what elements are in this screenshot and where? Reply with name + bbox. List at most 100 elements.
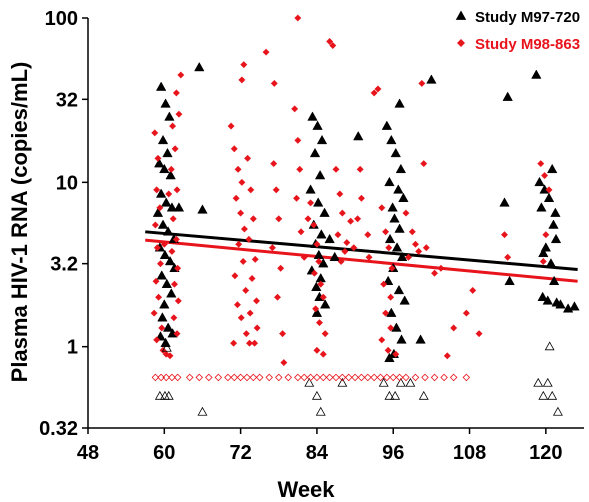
data-point [304,377,315,387]
data-point [162,226,174,236]
data-point [175,110,183,118]
data-point [389,213,400,223]
data-point [450,324,458,332]
data-point [249,215,257,223]
data-point [383,373,391,382]
data-point [270,79,278,87]
data-point [265,373,273,382]
data-point [232,194,240,202]
data-point [194,61,205,72]
data-point [154,390,165,400]
data-point [155,188,167,198]
data-point [238,178,246,186]
data-point [318,258,329,268]
x-axis-label: Week [277,477,335,502]
x-tick-label: 84 [306,442,329,464]
data-point [307,199,315,207]
data-point [430,373,439,382]
data-point [469,286,477,294]
data-point [395,373,404,382]
data-point [305,184,316,194]
axes [87,18,584,429]
data-points [150,14,580,416]
data-point [315,319,323,327]
data-point [151,373,160,382]
data-point [504,275,515,286]
data-point [156,270,167,280]
data-point [165,190,173,198]
data-point [351,373,359,382]
x-tick-label: 120 [529,442,562,464]
data-point [166,288,177,298]
data-point [384,233,396,244]
data-point [312,305,320,313]
data-point [237,209,245,217]
y-tick-label: 32 [56,89,78,111]
data-point [336,190,344,198]
x-tick-label: 72 [229,442,251,464]
data-point [161,278,173,288]
data-point [307,111,318,121]
data-point [315,406,326,416]
data-point [251,339,259,347]
data-point [385,244,393,252]
data-point [317,280,325,288]
data-point [316,134,328,145]
data-point [160,98,171,108]
data-point [396,251,408,262]
data-point [156,260,165,268]
data-point [197,204,208,214]
data-point [152,207,164,217]
data-point [399,295,410,305]
legend-label-m97-720: Study M97-720 [475,9,580,26]
data-point [230,339,238,347]
trend-line [145,238,578,283]
data-point [350,244,358,252]
data-point [550,207,561,217]
data-point [394,98,405,108]
data-point [151,221,159,229]
data-point [310,221,318,229]
data-point [547,390,558,400]
data-point [169,122,177,130]
data-point [170,314,178,322]
data-point [244,154,252,162]
data-point [247,186,255,194]
data-point [239,257,247,265]
data-point [364,373,372,382]
data-point [475,330,483,338]
y-axis-ticks: 0.32 1 3.2 10 32 100 [39,8,88,440]
data-point [382,228,390,236]
data-point [421,373,429,382]
data-point [270,160,278,168]
data-point [384,390,395,400]
data-point [268,244,276,252]
data-point [185,373,194,382]
data-point [462,373,471,382]
data-point [338,209,346,217]
data-point [151,129,159,137]
data-point [161,342,172,352]
data-point [224,373,232,382]
data-point [174,297,182,305]
data-point [314,170,326,180]
y-tick-label: 100 [45,8,78,30]
data-point [313,373,321,382]
data-point [277,264,285,272]
y-tick-label: 0.32 [39,418,78,440]
data-point [158,324,166,332]
data-point [415,247,423,255]
data-point [280,359,288,367]
data-point [396,334,407,344]
y-tick-label: 3.2 [50,254,78,276]
data-point [161,197,172,207]
data-point [154,154,162,162]
data-point [431,269,439,277]
data-point [387,293,395,301]
data-point [555,299,566,309]
data-point [236,373,245,382]
data-point [418,390,429,400]
data-point [337,257,345,265]
data-point [319,207,330,217]
data-point [313,240,321,248]
